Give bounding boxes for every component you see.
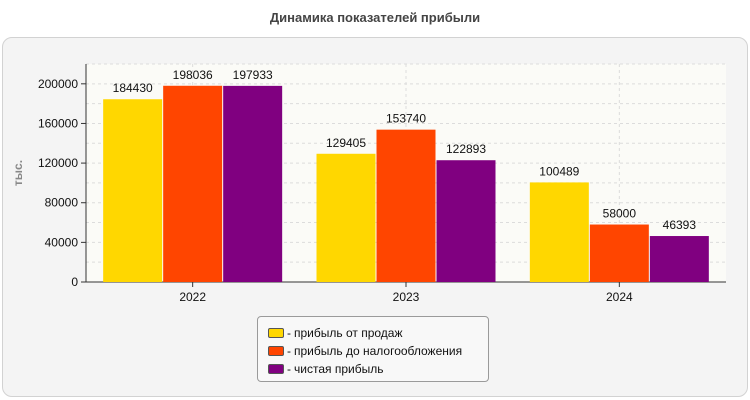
bar — [103, 99, 163, 282]
y-axis-label: тыс. — [11, 160, 25, 186]
y-tick-label: 40000 — [45, 235, 79, 249]
x-tick-label: 2022 — [179, 290, 206, 304]
y-tick-label: 200000 — [38, 77, 78, 91]
x-tick-label: 2023 — [393, 290, 420, 304]
legend-swatch-sales-profit — [268, 328, 284, 338]
bar — [376, 129, 436, 282]
y-tick-label: 80000 — [45, 196, 79, 210]
bar-value-label: 197933 — [233, 68, 273, 82]
y-tick-label: 120000 — [38, 156, 78, 170]
legend-separator: - — [287, 344, 291, 358]
legend-label-net-profit: чистая прибыль — [294, 362, 384, 376]
bar — [649, 236, 709, 282]
bar-value-label: 153740 — [386, 112, 426, 126]
bar-value-label: 184430 — [113, 81, 153, 95]
bar — [529, 182, 589, 282]
chart-title: Динамика показателей прибыли — [269, 10, 481, 25]
bar-value-label: 122893 — [446, 142, 486, 156]
legend-swatch-pretax-profit — [268, 346, 284, 356]
legend-item-net-profit: - чистая прибыль — [268, 360, 488, 378]
y-tick-label: 0 — [71, 275, 78, 289]
bar-value-label: 100489 — [539, 164, 579, 178]
legend-label-sales-profit: прибыль от продаж — [294, 326, 403, 340]
bar-value-label: 58000 — [603, 207, 637, 221]
chart-legend: - прибыль от продаж - прибыль до налогоо… — [257, 316, 489, 382]
legend-separator: - — [287, 362, 291, 376]
legend-label-pretax-profit: прибыль до налогообложения — [294, 344, 463, 358]
legend-item-pretax-profit: - прибыль до налогообложения — [268, 342, 488, 360]
bar — [589, 224, 649, 282]
legend-item-sales-profit: - прибыль от продаж — [268, 324, 488, 342]
y-tick-label: 160000 — [38, 116, 78, 130]
bar — [163, 85, 223, 282]
bar — [436, 160, 496, 282]
bar — [316, 153, 376, 282]
x-tick-label: 2024 — [606, 290, 633, 304]
bar-value-label: 129405 — [326, 136, 366, 150]
bar-value-label: 46393 — [663, 218, 697, 232]
bar-value-label: 198036 — [173, 68, 213, 82]
legend-swatch-net-profit — [268, 364, 284, 374]
legend-separator: - — [287, 326, 291, 340]
bar — [223, 85, 283, 282]
